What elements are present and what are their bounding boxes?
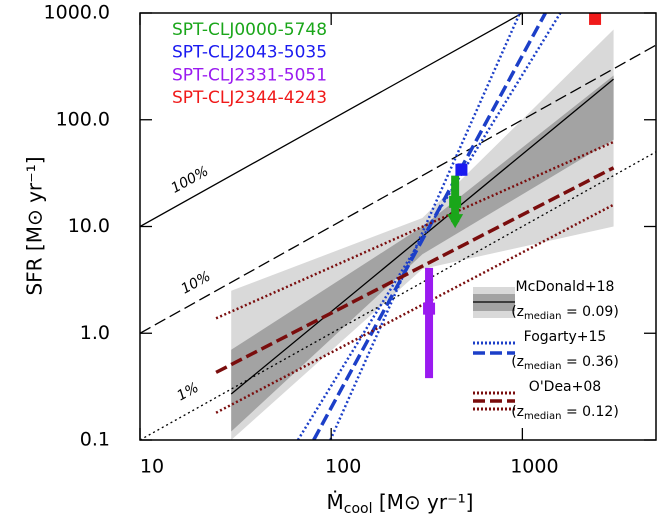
x-axis-title-sub: cool — [344, 501, 373, 517]
reference-line — [140, 151, 656, 440]
data-point — [423, 302, 436, 315]
y-tick-label: 100.0 — [56, 108, 110, 130]
legend-note-post: = 0.36) — [562, 354, 619, 370]
x-axis-title: Ṁcool [M⊙ yr⁻¹] — [327, 490, 474, 518]
legend-note-post: = 0.12) — [562, 404, 619, 420]
y-tick-label: 10.0 — [68, 215, 110, 237]
reference-label: 1% — [174, 380, 201, 405]
legend-note: (zmedian = 0.36) — [511, 354, 619, 372]
legend-note-sub: median — [524, 361, 562, 372]
fit-line — [215, 166, 615, 374]
legend-note-sub: median — [524, 311, 562, 322]
data-point — [455, 163, 468, 176]
legend-label: O'Dea+08 — [529, 379, 601, 395]
fit-bound — [329, 13, 521, 440]
reference-line — [140, 13, 524, 228]
upper-limit-arrow — [447, 214, 464, 229]
legend-note-pre: (z — [511, 354, 524, 370]
legend-label: McDonald+18 — [516, 279, 615, 295]
y-axis-title: SFR [M⊙ yr⁻¹] — [23, 156, 47, 295]
x-tick-label: 1000 — [510, 456, 558, 478]
legend-note-pre: (z — [511, 304, 524, 320]
legend-note-post: = 0.09) — [562, 304, 619, 320]
legend-label: Fogarty+15 — [524, 329, 607, 345]
y-tick-label: 1.0 — [80, 322, 110, 344]
point-legend-label: SPT-CLJ2331-5051 — [172, 65, 327, 85]
reference-label: 100% — [169, 163, 212, 196]
y-tick-label: 1000.0 — [44, 2, 110, 24]
legend-note: (zmedian = 0.12) — [511, 404, 619, 422]
data-point — [449, 195, 462, 208]
x-tick-label: 100 — [325, 456, 361, 478]
reference-line — [140, 44, 656, 334]
point-legend-label: SPT-CLJ2043-5035 — [172, 43, 327, 63]
x-axis-title-main: Ṁ — [327, 490, 344, 514]
x-tick-label: 10 — [140, 456, 164, 478]
legend-note-sub: median — [524, 411, 562, 422]
fit-line — [312, 13, 547, 440]
x-axis-title-unit: [M⊙ yr⁻¹] — [373, 490, 474, 514]
legend-samples — [473, 287, 515, 411]
reference-label: 10% — [179, 268, 214, 297]
fit-bound — [215, 203, 615, 414]
legend-note-pre: (z — [511, 404, 524, 420]
y-tick-label: 0.1 — [80, 429, 110, 451]
point-legend-label: SPT-CLJ0000-5748 — [172, 20, 327, 40]
fit-bound — [215, 140, 615, 320]
fit-band — [231, 75, 614, 432]
point-legend-label: SPT-CLJ2344-4243 — [172, 88, 327, 108]
legend-note: (zmedian = 0.09) — [511, 304, 619, 322]
data-point — [589, 13, 602, 25]
